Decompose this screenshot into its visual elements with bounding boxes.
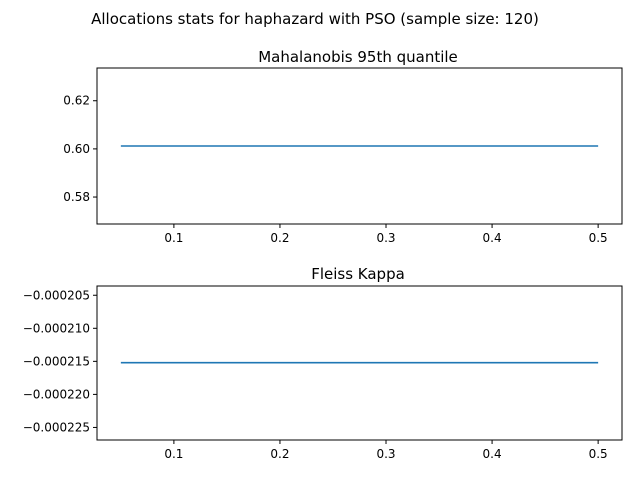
x-tick-label: 0.5 bbox=[589, 231, 608, 245]
y-tick-label: −0.000225 bbox=[23, 420, 90, 434]
y-tick-label: −0.000210 bbox=[23, 321, 90, 335]
subplot-mahalanobis: Mahalanobis 95th quantile 0.1 0.2 0.3 0.4 0.… bbox=[63, 48, 623, 245]
x-tick-label: 0.3 bbox=[376, 447, 395, 461]
y-tick-label: −0.000220 bbox=[23, 387, 90, 401]
x-tick-label: 0.4 bbox=[483, 447, 502, 461]
x-tick-label: 0.3 bbox=[376, 231, 395, 245]
x-tick-label: 0.1 bbox=[164, 231, 183, 245]
y-tick-label: −0.000205 bbox=[23, 288, 90, 302]
x-tick-label: 0.1 bbox=[164, 447, 183, 461]
x-tick-label: 0.4 bbox=[483, 231, 502, 245]
x-tick-label: 0.2 bbox=[270, 231, 289, 245]
subplot-title-mahalanobis: Mahalanobis 95th quantile bbox=[258, 48, 458, 66]
axes-frame-mahalanobis bbox=[96, 67, 623, 225]
y-tick-label: 0.58 bbox=[63, 190, 90, 204]
subplot-fleiss-kappa: Fleiss Kappa 0.1 0.2 0.3 0.4 0.5 −0.000225 −0.… bbox=[23, 265, 623, 461]
axes-frame-fleiss-kappa bbox=[96, 285, 623, 441]
y-tick-label: −0.000215 bbox=[23, 354, 90, 368]
y-tick-label: 0.60 bbox=[63, 142, 90, 156]
y-tick-label: 0.62 bbox=[63, 94, 90, 108]
x-tick-label: 0.2 bbox=[270, 447, 289, 461]
figure-suptitle: Allocations stats for haphazard with PSO… bbox=[91, 10, 539, 28]
x-tick-label: 0.5 bbox=[589, 447, 608, 461]
subplot-title-fleiss-kappa: Fleiss Kappa bbox=[311, 265, 405, 283]
